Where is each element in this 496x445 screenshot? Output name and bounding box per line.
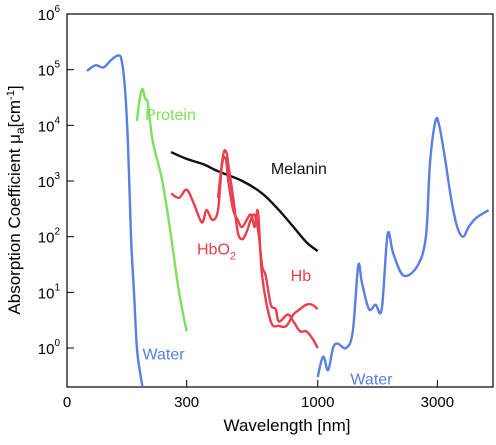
annotation-hbo2: HbO2 xyxy=(197,241,236,262)
y-axis-label-unit-open: [cm xyxy=(5,100,24,127)
y-axis-label-unit-exp: -1 xyxy=(5,90,17,100)
annotations: Protein Melanin HbO2 Hb Water Water xyxy=(142,107,393,389)
x-tick-label-zero: 0 xyxy=(63,394,71,411)
y-tick-label: 100 xyxy=(38,338,61,358)
annotation-hb: Hb xyxy=(291,268,312,285)
x-tick-label: 1000 xyxy=(301,394,334,411)
y-tick-label: 101 xyxy=(38,282,61,302)
y-tick-label: 103 xyxy=(38,171,61,191)
series-hbo2 xyxy=(170,155,319,329)
series-melanin xyxy=(170,151,319,253)
annotation-melanin: Melanin xyxy=(271,161,327,178)
y-tick-label: 105 xyxy=(38,60,61,80)
y-axis-label-mu: μ xyxy=(5,134,24,144)
x-axis-label: Wavelength [nm] xyxy=(224,416,351,435)
annotation-protein: Protein xyxy=(145,107,196,124)
series-hb xyxy=(216,149,319,349)
x-tick-label: 3000 xyxy=(421,394,454,411)
series-water-ir xyxy=(316,116,490,378)
annotation-water: Water xyxy=(142,347,185,364)
series-water-uv xyxy=(86,54,144,388)
series-lines xyxy=(86,54,490,388)
axis-ticks: 100 101 102 103 104 105 106 0 300 1000 3000 xyxy=(38,4,454,411)
x-tick-label: 300 xyxy=(174,394,199,411)
annotation-water: Water xyxy=(350,372,393,389)
y-axis-label-text: Absorption Coefficient xyxy=(5,144,24,315)
y-tick-label: 102 xyxy=(38,227,61,247)
y-axis-label: Absorption Coefficient μa[cm-1] xyxy=(5,85,27,314)
series-protein xyxy=(135,87,188,332)
y-axis-label-unit-close: ] xyxy=(5,85,24,90)
y-tick-label: 104 xyxy=(38,115,61,135)
y-tick-label: 106 xyxy=(38,4,61,24)
plot-frame xyxy=(66,13,494,388)
y-axis-label-mu-sub: a xyxy=(13,127,27,134)
